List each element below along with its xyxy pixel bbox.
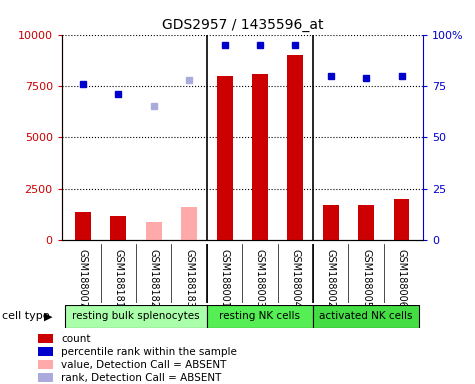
Bar (207, 305, 313, 328)
Text: GSM188002: GSM188002 (326, 248, 336, 308)
Text: GSM188183: GSM188183 (184, 248, 194, 308)
Text: GSM188003: GSM188003 (255, 248, 265, 308)
Text: value, Detection Call = ABSENT: value, Detection Call = ABSENT (61, 359, 227, 369)
Text: rank, Detection Call = ABSENT: rank, Detection Call = ABSENT (61, 372, 221, 382)
Text: GSM188006: GSM188006 (397, 248, 407, 308)
Text: GSM188181: GSM188181 (114, 248, 124, 308)
Text: percentile rank within the sample: percentile rank within the sample (61, 347, 237, 357)
Bar (358, 205, 374, 240)
Text: GSM188007: GSM188007 (78, 248, 88, 308)
Bar (38, 373, 53, 382)
Bar (38, 334, 53, 343)
Text: cell type: cell type (2, 311, 50, 321)
Bar (323, 205, 339, 240)
Bar (252, 74, 268, 240)
Text: GSM188004: GSM188004 (290, 248, 300, 308)
Bar (287, 55, 304, 240)
Bar (75, 212, 91, 240)
Bar (65, 305, 207, 328)
Bar (394, 199, 409, 240)
Title: GDS2957 / 1435596_at: GDS2957 / 1435596_at (162, 18, 323, 32)
Bar (181, 207, 197, 240)
Text: resting bulk splenocytes: resting bulk splenocytes (72, 311, 200, 321)
Text: GSM188001: GSM188001 (219, 248, 229, 308)
Text: count: count (61, 334, 91, 344)
Bar (38, 360, 53, 369)
Bar (38, 347, 53, 356)
Bar (146, 222, 162, 240)
Bar (217, 76, 233, 240)
Bar (110, 216, 126, 240)
Bar (313, 305, 419, 328)
Text: GSM188005: GSM188005 (361, 248, 371, 308)
Text: activated NK cells: activated NK cells (319, 311, 413, 321)
Text: resting NK cells: resting NK cells (219, 311, 301, 321)
Text: ▶: ▶ (44, 311, 53, 321)
Text: GSM188182: GSM188182 (149, 248, 159, 308)
